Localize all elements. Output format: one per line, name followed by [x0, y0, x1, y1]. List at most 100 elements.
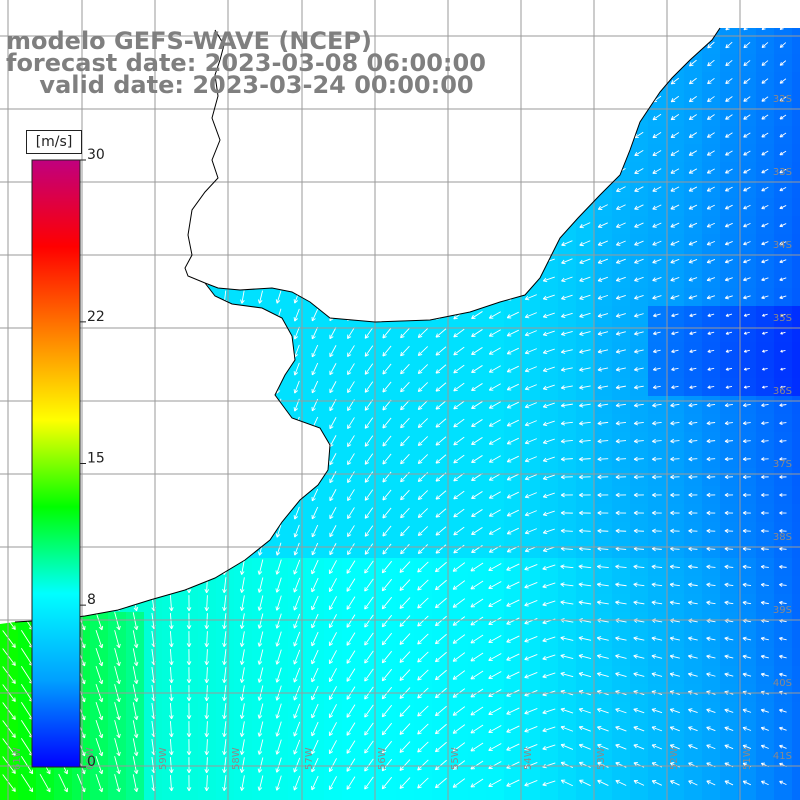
wind-arrow	[257, 254, 263, 268]
speed-cell	[612, 28, 631, 37]
wind-arrow	[489, 6, 500, 12]
wind-arrow	[579, 185, 591, 193]
wind-arrow	[96, 164, 103, 178]
speed-cell	[792, 774, 800, 793]
speed-cell	[252, 90, 271, 109]
wind-arrow	[96, 92, 103, 106]
wind-arrow	[168, 182, 174, 196]
wind-arrow	[133, 488, 138, 502]
wind-arrow	[488, 185, 501, 193]
lat-label: 40S	[773, 678, 792, 689]
wind-arrow	[257, 308, 263, 322]
speed-cell	[792, 756, 800, 775]
wind-arrow	[329, 183, 337, 196]
wind-arrow	[542, 78, 555, 85]
speed-cell	[90, 216, 109, 235]
lat-label: 38S	[773, 532, 792, 543]
speed-cell	[108, 162, 127, 181]
speed-cell	[90, 414, 109, 433]
wind-arrow	[347, 183, 355, 195]
speed-cell	[792, 126, 800, 145]
speed-cell	[648, 28, 667, 37]
speed-cell	[342, 72, 361, 91]
speed-cell	[0, 486, 19, 505]
speed-cell	[108, 792, 127, 800]
speed-cell	[252, 54, 271, 73]
wind-arrow	[133, 92, 138, 106]
wind-arrow	[329, 147, 337, 160]
wind-arrow	[187, 2, 191, 15]
speed-cell	[792, 504, 800, 523]
wind-arrow	[542, 60, 555, 67]
wind-arrow	[186, 164, 192, 178]
wind-arrow	[616, 77, 626, 85]
wind-arrow	[524, 168, 537, 175]
speed-cell	[198, 0, 217, 19]
lon-label: 55W	[450, 747, 461, 770]
wind-arrow	[257, 128, 263, 142]
speed-cell	[252, 0, 271, 19]
wind-arrow	[347, 201, 355, 213]
speed-cell	[540, 28, 559, 37]
speed-cell	[162, 90, 181, 109]
speed-cell	[378, 144, 397, 163]
wind-arrow	[133, 542, 138, 556]
wind-arrow	[133, 524, 138, 538]
wind-arrow	[311, 470, 319, 484]
wind-arrow	[222, 506, 227, 520]
wind-arrow	[561, 77, 572, 86]
speed-cell	[216, 90, 235, 109]
speed-cell	[198, 72, 217, 91]
speed-cell	[558, 0, 577, 19]
speed-cell	[180, 414, 199, 433]
wind-arrow	[329, 219, 337, 232]
wind-arrow	[364, 39, 374, 51]
wind-arrow	[258, 3, 262, 16]
speed-cell	[756, 792, 775, 800]
wind-arrow	[542, 186, 555, 193]
wind-arrow	[275, 164, 282, 178]
speed-cell	[792, 36, 800, 55]
speed-cell	[270, 126, 289, 145]
wind-arrow	[364, 255, 374, 267]
lat-label: 34S	[773, 240, 792, 251]
wind-arrow	[507, 6, 519, 12]
speed-cell	[378, 234, 397, 253]
speed-cell	[162, 234, 181, 253]
wind-arrow	[114, 164, 121, 178]
wind-arrow	[3, 596, 15, 611]
wind-arrow	[114, 577, 121, 594]
speed-cell	[144, 36, 163, 55]
wind-arrow	[222, 344, 227, 358]
wind-arrow	[293, 146, 300, 160]
wind-arrow	[293, 110, 300, 124]
speed-cell	[504, 72, 523, 91]
wind-arrow	[168, 308, 174, 322]
speed-cell	[144, 378, 163, 397]
wind-arrow	[114, 434, 121, 448]
wind-arrow	[204, 398, 210, 412]
wind-arrow	[78, 110, 85, 124]
wind-arrow	[580, 77, 590, 85]
wind-arrow	[275, 38, 282, 52]
speed-cell	[252, 180, 271, 199]
wind-arrow	[311, 200, 319, 214]
speed-cell	[270, 360, 289, 379]
colorbar-tick-label: 15	[87, 451, 105, 467]
wind-arrow	[23, 489, 32, 501]
wind-arrow	[417, 184, 429, 194]
wind-arrow	[222, 362, 227, 376]
wind-arrow	[257, 28, 263, 34]
speed-cell	[288, 270, 307, 289]
wind-arrow	[257, 452, 263, 466]
wind-arrow	[347, 111, 355, 123]
wind-arrow	[506, 239, 519, 247]
wind-arrow	[186, 128, 192, 142]
wind-arrow	[652, 41, 662, 49]
wind-arrow	[364, 309, 374, 321]
speed-cell	[450, 0, 469, 19]
speed-cell	[576, 162, 595, 181]
speed-cell	[126, 288, 145, 307]
wind-arrow	[471, 113, 483, 122]
speed-cell	[486, 0, 505, 19]
